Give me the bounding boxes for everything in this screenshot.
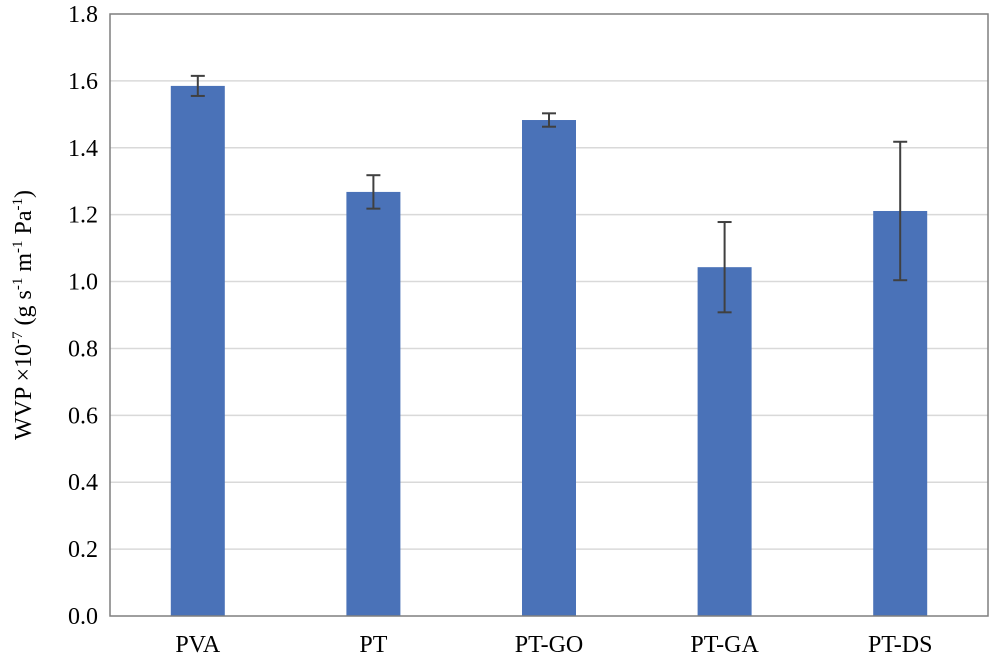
- y-axis-label-unit-pa: Pa: [11, 210, 37, 240]
- error-bar-pt-ds: [893, 140, 908, 282]
- x-tick-label: PVA: [175, 632, 221, 658]
- x-tick-label: PT-DS: [868, 632, 932, 658]
- x-tick-label: PT-GO: [515, 632, 583, 658]
- plot-frame: [109, 13, 989, 617]
- bar-pt-ga: [697, 267, 752, 616]
- y-axis-label: WVP ×10-7 (g s-1 m-1 Pa-1): [10, 190, 37, 440]
- y-tick-label: 0.2: [68, 537, 98, 563]
- x-tick-label: PT-GA: [690, 632, 759, 658]
- y-tick-label: 1.8: [68, 2, 98, 28]
- error-bar-pt-ga: [717, 221, 732, 314]
- error-bar-pva: [190, 74, 205, 97]
- error-bars: [190, 74, 908, 314]
- bar-pt: [346, 191, 401, 616]
- y-tick-label: 0.8: [68, 336, 98, 362]
- y-tick-labels: 0.0 0.2 0.4 0.6 0.8 1.0 1.2 1.4 1.6 1.8: [68, 2, 98, 630]
- bar-pva: [170, 85, 225, 616]
- y-axis-label-unit-close: ): [11, 190, 37, 198]
- y-axis-label-m-exp: -1: [10, 241, 26, 254]
- y-tick-label: 1.6: [68, 69, 98, 95]
- y-tick-label: 0.0: [68, 604, 98, 630]
- bars: [170, 85, 928, 616]
- y-axis-label-main: WVP ×10: [11, 344, 37, 440]
- x-tick-label: PT: [359, 632, 387, 658]
- y-tick-label: 1.0: [68, 270, 98, 296]
- x-tick-labels: PVA PT PT-GO PT-GA PT-DS: [175, 632, 932, 658]
- y-axis-label-s-exp: -1: [10, 278, 26, 291]
- y-tick-label: 1.4: [68, 136, 98, 162]
- error-bar-pt-go: [542, 112, 556, 128]
- y-tick-label: 1.2: [68, 203, 98, 229]
- error-bar-pt: [366, 174, 381, 210]
- bar-pt-go: [522, 120, 576, 616]
- y-tick-label: 0.6: [68, 403, 98, 429]
- y-axis-label-unit-m: m: [11, 253, 37, 278]
- y-axis-label-exp: -7: [10, 331, 26, 344]
- y-axis-label-pa-exp: -1: [10, 198, 26, 211]
- y-tick-label: 0.4: [68, 470, 98, 496]
- y-axis-label-unit-open: (g s: [11, 290, 37, 331]
